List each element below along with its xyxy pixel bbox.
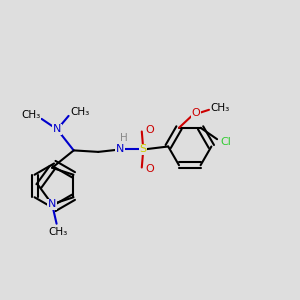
- Text: S: S: [140, 145, 147, 154]
- Text: CH₃: CH₃: [211, 103, 230, 113]
- Text: O: O: [145, 125, 154, 135]
- Text: CH₃: CH₃: [22, 110, 41, 120]
- Text: CH₃: CH₃: [70, 107, 90, 117]
- Text: N: N: [48, 199, 56, 209]
- Text: N: N: [53, 124, 61, 134]
- Text: H: H: [120, 133, 128, 143]
- Text: Cl: Cl: [220, 136, 231, 147]
- Text: O: O: [192, 108, 200, 118]
- Text: CH₃: CH₃: [49, 227, 68, 237]
- Text: N: N: [116, 145, 124, 154]
- Text: O: O: [145, 164, 154, 174]
